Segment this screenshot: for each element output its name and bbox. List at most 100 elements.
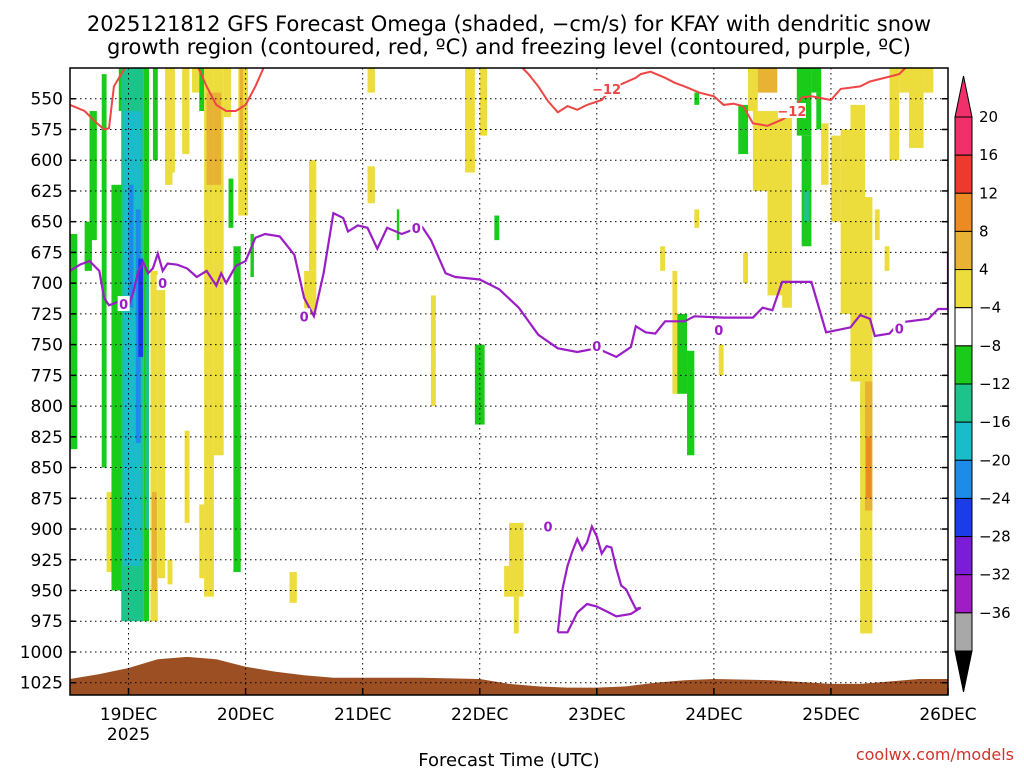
omega-patch-46 — [494, 215, 500, 241]
contour-labels: 0 0 0 0 0 0 0 0 −12 −12 — [117, 80, 906, 536]
gridlines — [70, 68, 948, 695]
freezing-level-lower-line — [556, 523, 642, 634]
omega-patch-29 — [223, 68, 231, 118]
omega-patch-50 — [660, 246, 666, 271]
omega-patch-67 — [811, 68, 822, 93]
colorbar-label-5: −4 — [979, 299, 1001, 317]
omega-patch-77 — [874, 209, 880, 241]
omega-patch-35 — [167, 559, 173, 585]
omega-patch-11 — [138, 258, 144, 357]
y-tick-label-850: 850 — [31, 459, 63, 479]
omega-patch-20 — [182, 68, 190, 155]
y-tick-label-1025: 1025 — [20, 674, 63, 694]
omega-patch-19 — [167, 68, 175, 173]
omega-patch-9 — [128, 184, 134, 308]
omega-patch-21 — [184, 430, 190, 523]
omega-patch-17 — [157, 283, 166, 579]
omega-patch-14 — [150, 270, 158, 622]
omega-patch-24 — [199, 504, 205, 579]
y-axis-ticks: 550 575 600 625 650 675 700 725 750 775 800 825 850 8… — [20, 90, 948, 694]
omega-patch-30 — [228, 178, 234, 228]
x-tick-label-26DEC: 26DEC — [919, 705, 976, 725]
x-tick-label-22DEC: 22DEC — [451, 705, 508, 725]
contour-label-dgz-1: −12 — [777, 105, 806, 120]
omega-patch-78 — [884, 246, 890, 271]
y-tick-label-950: 950 — [31, 582, 63, 602]
contour-label-bg-dgz-0 — [592, 80, 621, 96]
contour-label-frz-0: 0 — [119, 298, 128, 313]
contour-label-frz-4: 0 — [592, 340, 601, 355]
y-tick-label-975: 975 — [31, 612, 63, 632]
x-tick-label-21DEC: 21DEC — [334, 705, 391, 725]
surface-terrain — [70, 656, 948, 695]
x-tick-label-20DEC: 20DEC — [217, 705, 274, 725]
y-tick-label-575: 575 — [31, 120, 63, 140]
omega-shading — [70, 68, 934, 634]
colorbar-band-1 — [954, 154, 973, 194]
omega-patch-2 — [89, 111, 97, 241]
omega-patch-31 — [233, 246, 241, 573]
colorbar-band-0 — [954, 116, 973, 156]
omega-patch-42 — [430, 295, 436, 407]
omega-patch-39 — [367, 68, 375, 93]
y-tick-label-775: 775 — [31, 366, 63, 386]
y-tick-label-600: 600 — [31, 151, 63, 171]
colorbar-label-4: 4 — [979, 261, 989, 279]
omega-patch-41 — [396, 209, 400, 241]
contour-label-bg-frz-3 — [410, 219, 423, 235]
colorbar-band-12 — [954, 574, 973, 614]
colorbar-label-10: −24 — [979, 489, 1011, 507]
omega-patch-54 — [694, 92, 700, 105]
omega-patch-23 — [199, 68, 205, 112]
x-axis-label: Forecast Time (UTC) — [418, 750, 599, 768]
colorbar-under-triangle — [954, 650, 973, 693]
omega-patch-45 — [479, 68, 488, 136]
colorbar-label-7: −12 — [979, 375, 1011, 393]
colorbar-label-8: −16 — [979, 413, 1011, 431]
colorbar-band-8 — [954, 421, 973, 461]
x-tick-label-23DEC: 23DEC — [568, 705, 625, 725]
contour-label-bg-frz-6 — [893, 320, 906, 336]
colorbar-label-2: 12 — [979, 184, 998, 202]
colorbar-label-6: −8 — [979, 337, 1001, 355]
omega-patch-43 — [465, 68, 475, 173]
chart-title-line2: growth region (contoured, red, ºC) and f… — [107, 35, 911, 59]
plot-frame — [69, 67, 949, 696]
omega-patch-44 — [474, 344, 485, 425]
y-tick-label-700: 700 — [31, 274, 63, 294]
y-tick-label-675: 675 — [31, 243, 63, 263]
omega-patch-66 — [804, 190, 809, 222]
colorbar-band-7 — [954, 383, 973, 423]
y-tick-label-1000: 1000 — [20, 643, 63, 663]
omega-patch-53 — [687, 350, 695, 456]
contour-label-frz-6: 0 — [895, 323, 904, 338]
colorbar-band-10 — [954, 497, 973, 538]
colorbar-band-13 — [954, 612, 973, 652]
omega-patch-33 — [239, 68, 244, 161]
omega-patch-68 — [816, 92, 822, 130]
x-tick-sublabel-19DEC: 2025 — [107, 725, 150, 745]
colorbar-label-3: 8 — [979, 222, 989, 240]
colorbar-label-1: 16 — [979, 146, 998, 164]
omega-patch-61 — [757, 68, 778, 93]
omega-patch-16 — [152, 68, 158, 161]
freezing-level-upper-line — [70, 211, 948, 359]
omega-patch-13 — [145, 270, 150, 530]
freezing-level-contour — [70, 211, 948, 634]
omega-patch-38 — [309, 160, 317, 271]
omega-patch-79 — [889, 68, 900, 161]
omega-patch-63 — [782, 283, 792, 308]
contour-label-frz-7: 0 — [543, 521, 552, 536]
x-tick-label-24DEC: 24DEC — [685, 705, 742, 725]
contour-label-bg-frz-7 — [542, 518, 555, 534]
contour-label-bg-dgz-1 — [777, 103, 806, 119]
omega-patch-60 — [752, 111, 768, 191]
contour-label-bg-frz-2 — [298, 308, 311, 324]
omega-patch-76 — [866, 436, 872, 499]
omega-patch-40 — [367, 166, 375, 204]
colorbar-label-11: −28 — [979, 528, 1011, 546]
omega-patch-59 — [748, 68, 758, 112]
